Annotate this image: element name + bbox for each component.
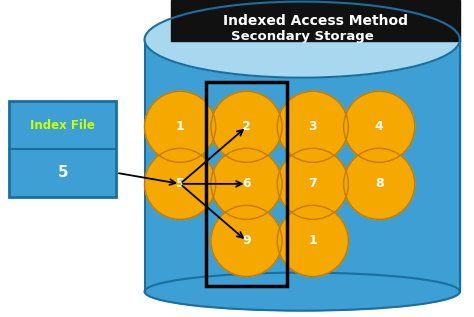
Ellipse shape: [277, 148, 348, 219]
Ellipse shape: [211, 205, 282, 276]
Text: 5: 5: [176, 177, 184, 191]
Text: Index File: Index File: [30, 119, 95, 132]
Text: 4: 4: [375, 120, 383, 133]
Ellipse shape: [145, 148, 216, 219]
Text: 6: 6: [242, 177, 251, 191]
Ellipse shape: [145, 273, 460, 311]
Text: 2: 2: [242, 120, 251, 133]
Ellipse shape: [277, 91, 348, 162]
Ellipse shape: [145, 91, 216, 162]
Text: 9: 9: [242, 234, 251, 248]
Ellipse shape: [211, 91, 282, 162]
Text: 1: 1: [309, 234, 317, 248]
Text: 3: 3: [309, 120, 317, 133]
Text: Indexed Access Method: Indexed Access Method: [223, 14, 408, 28]
Text: 5: 5: [57, 165, 68, 180]
Text: 7: 7: [309, 177, 317, 191]
Bar: [206, 82, 287, 286]
Ellipse shape: [277, 205, 348, 276]
Bar: [171, 0, 460, 41]
Ellipse shape: [145, 2, 460, 78]
Bar: [145, 40, 460, 292]
Text: 8: 8: [375, 177, 383, 191]
Ellipse shape: [344, 91, 415, 162]
Ellipse shape: [344, 148, 415, 219]
Text: 1: 1: [176, 120, 184, 133]
Ellipse shape: [211, 148, 282, 219]
Text: Secondary Storage: Secondary Storage: [231, 30, 374, 43]
Bar: [9, 101, 116, 197]
